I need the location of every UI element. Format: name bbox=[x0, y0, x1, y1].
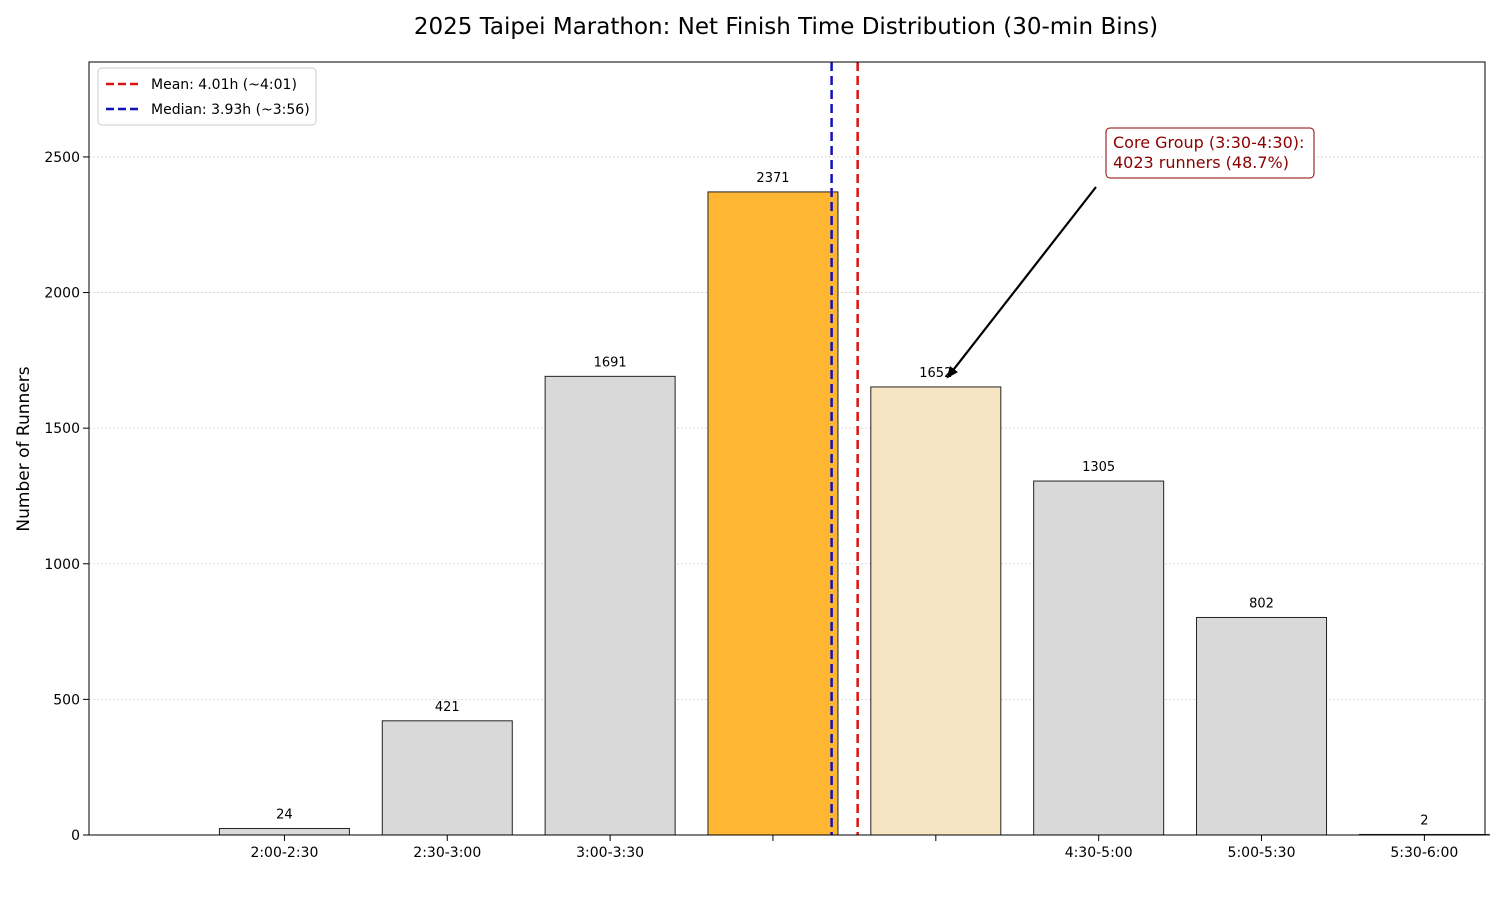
legend-box bbox=[97, 67, 317, 126]
x-tick-label: 3:00-3:30 bbox=[576, 845, 644, 861]
bar bbox=[1196, 616, 1328, 836]
chart-title: 2025 Taipei Marathon: Net Finish Time Di… bbox=[414, 14, 1158, 40]
reference-lines bbox=[830, 62, 859, 835]
data-label: 2 bbox=[1420, 813, 1428, 828]
data-label: 24 bbox=[276, 807, 293, 822]
legend: Mean: 4.01h (~4:01) Median: 3.93h (~3:56) bbox=[97, 67, 317, 126]
bar bbox=[381, 720, 513, 836]
x-axis: 2:00-2:30 2:30-3:00 3:00-3:30 4:30-5:00 5:00… bbox=[250, 835, 1458, 861]
y-tick-label: 1000 bbox=[44, 557, 80, 573]
plot-frame bbox=[88, 61, 1486, 836]
bar bbox=[1033, 480, 1165, 836]
x-tick-label: 2:00-2:30 bbox=[250, 845, 318, 861]
data-label: 421 bbox=[435, 700, 460, 715]
data-label: 802 bbox=[1249, 596, 1274, 611]
bar bbox=[544, 375, 676, 836]
bar bbox=[870, 386, 1002, 836]
y-tick-label: 2000 bbox=[44, 286, 80, 302]
data-label: 1305 bbox=[1082, 460, 1115, 475]
y-tick-label: 2500 bbox=[44, 150, 80, 166]
annotation: Core Group (3:30-4:30):4023 runners (48.… bbox=[946, 127, 1315, 379]
x-tick-label: 5:30-6:00 bbox=[1390, 845, 1458, 861]
y-axis-label: Number of Runners bbox=[14, 366, 34, 531]
bars: 24 421 1691 2371 1652 1305 802 2 bbox=[218, 171, 1490, 836]
x-tick-label: 5:00-5:30 bbox=[1228, 845, 1296, 861]
data-label: 1691 bbox=[594, 355, 627, 370]
x-tick-label: 2:30-3:00 bbox=[413, 845, 481, 861]
y-tick-label: 500 bbox=[53, 692, 80, 708]
data-label: 1652 bbox=[919, 366, 952, 381]
y-tick-label: 1500 bbox=[44, 421, 80, 437]
bar bbox=[218, 827, 350, 836]
data-label: 2371 bbox=[756, 171, 789, 186]
annotation-text: Core Group (3:30-4:30): bbox=[1113, 133, 1304, 152]
bar bbox=[707, 191, 839, 836]
legend-entry-label: Median: 3.93h (~3:56) bbox=[151, 102, 310, 118]
y-tick-label: 0 bbox=[71, 828, 80, 844]
annotation-text: 4023 runners (48.7%) bbox=[1113, 153, 1289, 172]
annotation-arrow bbox=[946, 186, 1097, 379]
x-tick-label: 4:30-5:00 bbox=[1065, 845, 1133, 861]
annotation-box bbox=[1105, 127, 1315, 179]
y-axis: 0 500 1000 1500 2000 2500 bbox=[44, 150, 89, 844]
legend-entry-label: Mean: 4.01h (~4:01) bbox=[151, 77, 297, 93]
